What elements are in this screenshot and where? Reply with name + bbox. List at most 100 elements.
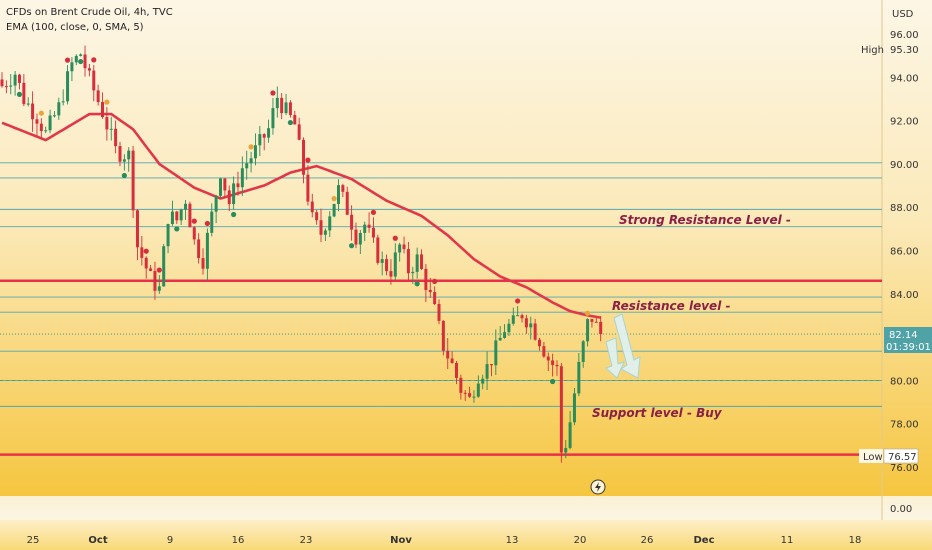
candle-body: [9, 85, 13, 87]
signal-dot: [550, 378, 556, 385]
lightning-icon[interactable]: [590, 479, 606, 495]
candle-body: [516, 315, 520, 317]
candle-body: [538, 339, 542, 347]
candle-body: [157, 286, 161, 291]
signal-dot: [392, 235, 398, 241]
candle-body: [481, 378, 485, 384]
candle-body: [450, 358, 454, 364]
signal-dots-layer: [16, 57, 591, 385]
candle-body: [551, 360, 555, 365]
candle-body: [140, 247, 144, 258]
price-tick: 78.00: [890, 420, 919, 431]
candle-body: [494, 340, 498, 366]
candle-body: [267, 128, 271, 138]
candle-body: [428, 289, 432, 293]
candle-body: [236, 183, 240, 188]
current-price-box: [884, 327, 932, 353]
price-axis[interactable]: 96.00 94.00 92.00 90.00 88.00 86.00 84.00 80.00…: [890, 30, 919, 515]
candle-body: [240, 168, 244, 188]
candle-body: [577, 361, 581, 394]
signal-dot: [331, 196, 337, 202]
candle-body: [489, 364, 493, 366]
candle-body: [463, 392, 467, 394]
candle-body: [109, 128, 113, 130]
candle-body: [310, 201, 314, 213]
candle-body: [280, 97, 284, 114]
candle-body: [52, 115, 56, 117]
signal-dot: [414, 281, 420, 287]
candle-body: [293, 114, 297, 125]
price-tick: 92.00: [890, 117, 919, 128]
candle-body: [26, 103, 30, 105]
candle-body: [35, 119, 39, 124]
forecast-arrow-right: [613, 313, 641, 379]
price-tick: 84.00: [890, 290, 919, 301]
candle-body: [170, 211, 174, 225]
signal-dot: [270, 90, 276, 96]
candle-body: [358, 232, 362, 245]
signal-dot: [16, 91, 23, 97]
signal-dot: [287, 119, 294, 126]
signal-dot: [349, 243, 355, 249]
candle-body: [599, 321, 603, 335]
currency-label: USD: [892, 9, 914, 20]
candle-body: [57, 102, 61, 116]
candle-body: [542, 346, 546, 357]
candle-body: [437, 304, 441, 321]
candle-body: [520, 315, 524, 319]
candle-body: [363, 224, 367, 233]
candle-body: [559, 366, 563, 453]
candle-body: [253, 145, 257, 159]
price-tick: 94.00: [890, 73, 919, 84]
candle-body: [332, 204, 336, 217]
candle-body: [507, 323, 511, 333]
candle-body: [433, 292, 437, 305]
candle-body: [232, 183, 236, 205]
candle-body: [350, 214, 354, 230]
candle-body: [179, 209, 183, 221]
high-value: 95.30: [890, 45, 919, 56]
candle-body: [249, 158, 253, 164]
forecast-arrows: [605, 313, 641, 379]
candle-body: [66, 71, 70, 102]
candle-body: [297, 124, 301, 140]
time-axis[interactable]: 25 Oct 9 16 23 Nov 13 20 26 Dec 11 18: [27, 535, 862, 546]
signal-dot: [174, 226, 180, 232]
candle-body: [385, 259, 389, 272]
candle-body: [459, 377, 463, 393]
chart-title: CFDs on Brent Crude Oil, 4h, TVC: [6, 7, 173, 18]
price-pane-background: [0, 0, 932, 496]
candle-body: [184, 203, 188, 210]
signal-dot: [156, 267, 162, 273]
current-price: 82.14: [889, 330, 918, 341]
candle-body: [219, 178, 222, 196]
candle-body: [227, 190, 231, 205]
candle-body: [415, 254, 419, 272]
price-tick: 96.00: [890, 30, 919, 41]
candle-body: [367, 224, 371, 228]
candle-body: [70, 62, 74, 72]
candle-body: [586, 319, 590, 342]
candle-body: [214, 195, 218, 212]
candle-body: [533, 323, 537, 340]
candle-body: [166, 224, 170, 247]
signal-dot: [91, 57, 97, 63]
candle-body: [546, 356, 550, 361]
signal-dot: [143, 248, 149, 254]
signal-dot: [104, 99, 110, 105]
price-tick: 0.00: [890, 504, 912, 515]
candle-body: [498, 337, 502, 341]
low-label-box: [859, 449, 883, 463]
candle-body: [572, 393, 576, 423]
countdown: 01:39:01: [886, 342, 931, 353]
time-tick: Oct: [88, 535, 107, 546]
candle-body: [306, 174, 310, 202]
candle-body: [341, 185, 345, 192]
candle-body: [302, 139, 306, 175]
candle-body: [398, 244, 402, 253]
candle-body: [201, 258, 205, 269]
candle-body: [275, 97, 279, 109]
candle-body: [149, 268, 153, 271]
time-tick: 13: [506, 535, 519, 546]
low-value-box: [883, 448, 919, 464]
